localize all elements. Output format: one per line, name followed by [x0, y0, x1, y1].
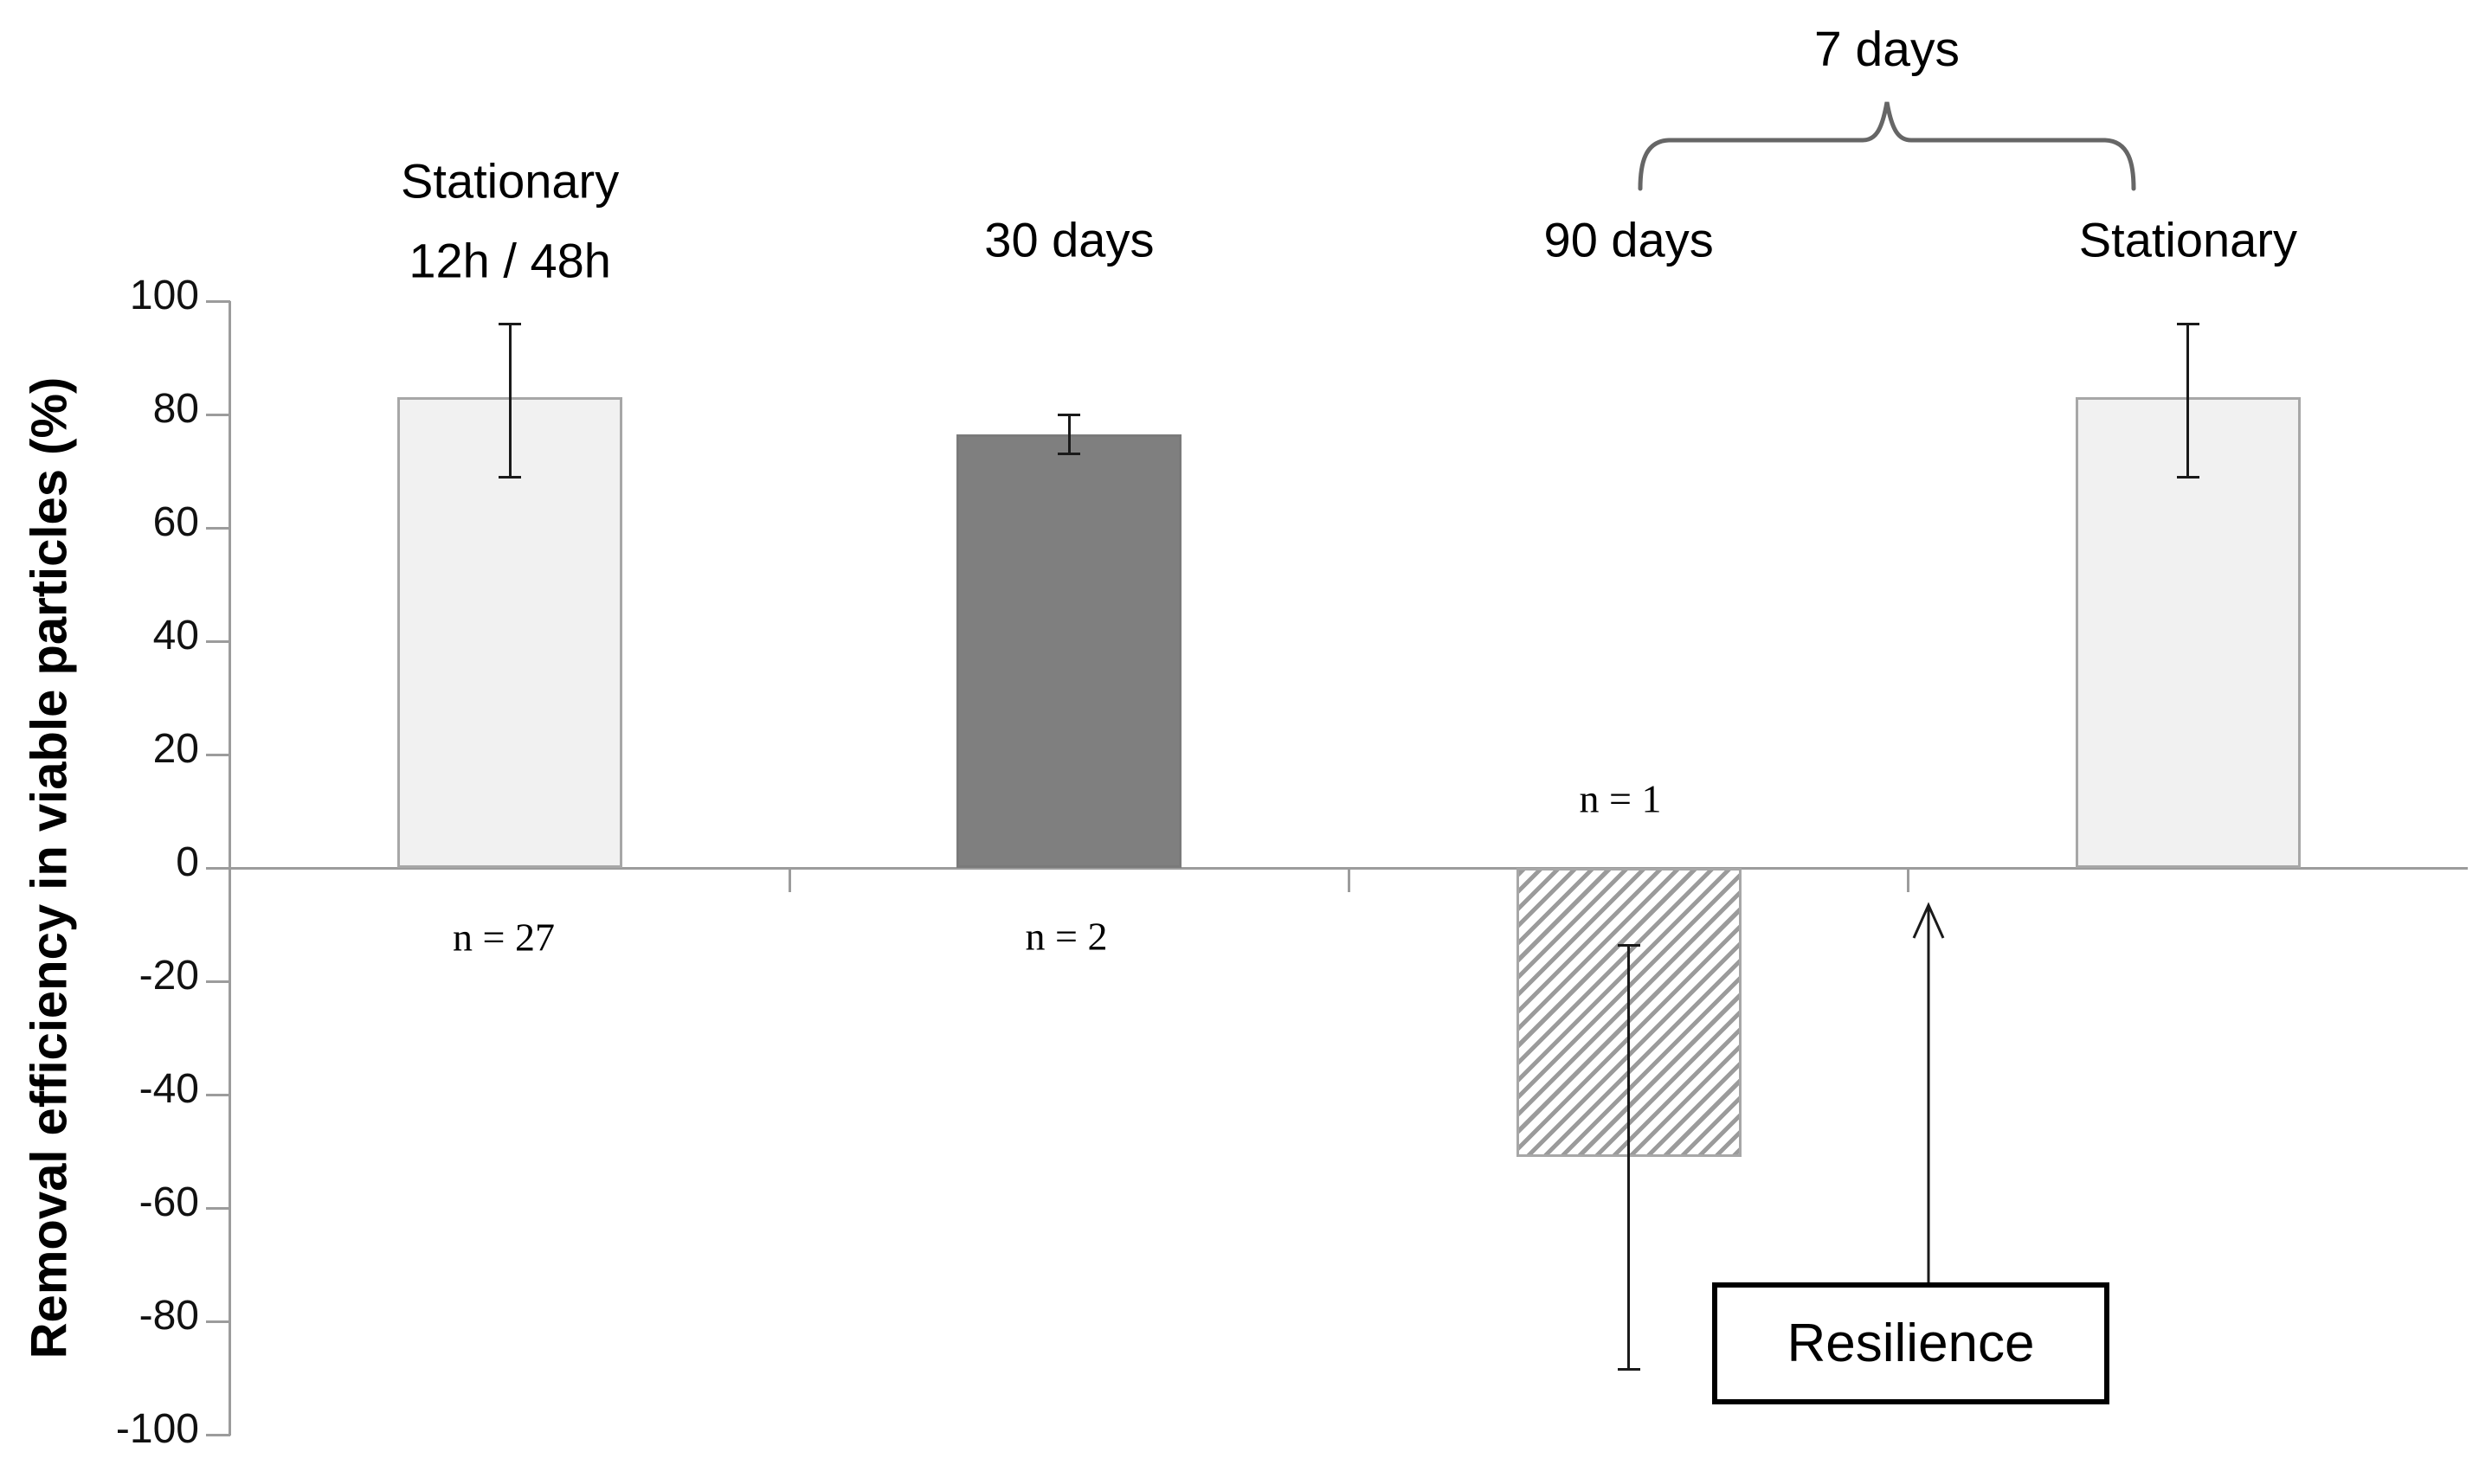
- resilience-label: Resilience: [1787, 1314, 2035, 1373]
- category-label: Stationary: [2078, 212, 2297, 267]
- y-tick-label: -40: [138, 1066, 199, 1112]
- error-bar-cap: [499, 475, 522, 479]
- category-label: 30 days: [984, 212, 1155, 267]
- y-tick: [206, 980, 230, 983]
- y-tick-label: 100: [129, 273, 199, 318]
- category-label: 90 days: [1543, 212, 1714, 267]
- y-tick: [206, 1206, 230, 1210]
- y-tick: [206, 1433, 230, 1436]
- category-label: Stationary: [401, 153, 620, 209]
- error-bar-cap: [1058, 453, 1081, 456]
- error-bar: [1067, 414, 1071, 454]
- error-bar-cap: [1058, 413, 1081, 416]
- seven-days-brace: [1638, 101, 2136, 191]
- resilience-arrow-head: [1912, 902, 1945, 939]
- y-tick-label: 80: [152, 386, 199, 432]
- y-tick-label: -80: [138, 1293, 199, 1339]
- error-bar: [2186, 324, 2190, 478]
- y-tick: [206, 1320, 230, 1323]
- y-tick-label: 20: [152, 726, 199, 772]
- bar: [956, 434, 1182, 868]
- x-tick: [1907, 868, 1910, 892]
- error-bar-cap: [499, 322, 522, 325]
- n-label: n = 27: [453, 915, 555, 960]
- y-tick: [206, 866, 230, 870]
- error-bar: [1627, 945, 1631, 1370]
- error-bar-cap: [1617, 943, 1640, 947]
- n-label: n = 2: [1025, 914, 1108, 959]
- y-tick: [206, 413, 230, 416]
- y-tick-label: -20: [138, 953, 199, 999]
- error-bar-cap: [2176, 322, 2199, 325]
- error-bar: [508, 324, 512, 478]
- resilience-annotation-box: Resilience: [1712, 1282, 2109, 1404]
- y-tick-label: 60: [152, 499, 199, 545]
- y-tick-label: -60: [138, 1179, 199, 1225]
- seven-days-label: 7 days: [1814, 22, 1960, 77]
- error-bar-cap: [1617, 1368, 1640, 1372]
- y-tick: [206, 753, 230, 756]
- y-tick: [206, 639, 230, 643]
- category-label: 12h / 48h: [409, 233, 611, 288]
- y-tick-label: 0: [176, 839, 199, 885]
- y-tick-label: 40: [152, 613, 199, 658]
- y-tick: [206, 1093, 230, 1096]
- error-bar-cap: [2176, 475, 2199, 479]
- x-tick: [1348, 868, 1350, 892]
- y-tick: [206, 299, 230, 303]
- y-tick: [206, 526, 230, 530]
- y-tick-label: -100: [115, 1406, 199, 1452]
- n-label: n = 1: [1579, 776, 1662, 821]
- x-tick: [788, 868, 791, 892]
